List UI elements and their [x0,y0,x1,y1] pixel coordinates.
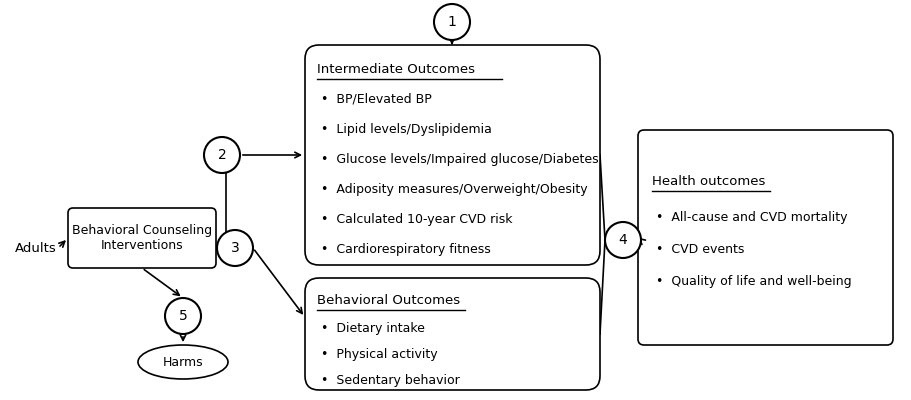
Text: •  Dietary intake: • Dietary intake [321,322,425,335]
Text: •  Calculated 10-year CVD risk: • Calculated 10-year CVD risk [321,213,513,226]
Circle shape [204,137,240,173]
Text: •  Lipid levels/Dyslipidemia: • Lipid levels/Dyslipidemia [321,123,492,136]
FancyBboxPatch shape [638,130,893,345]
Text: •  Physical activity: • Physical activity [321,348,437,361]
Text: •  Glucose levels/Impaired glucose/Diabetes: • Glucose levels/Impaired glucose/Diabet… [321,153,599,166]
Text: Intermediate Outcomes: Intermediate Outcomes [317,63,475,76]
Text: •  BP/Elevated BP: • BP/Elevated BP [321,93,432,106]
Text: Harms: Harms [163,356,203,368]
Circle shape [217,230,253,266]
Circle shape [605,222,641,258]
Text: •  Cardiorespiratory fitness: • Cardiorespiratory fitness [321,243,491,256]
Text: 1: 1 [447,15,456,29]
Text: 2: 2 [218,148,226,162]
Text: •  All-cause and CVD mortality: • All-cause and CVD mortality [656,211,847,224]
Text: •  CVD events: • CVD events [656,243,744,256]
Text: •  Quality of life and well-being: • Quality of life and well-being [656,275,852,288]
Text: •  Sedentary behavior: • Sedentary behavior [321,374,460,387]
Text: 5: 5 [179,309,188,323]
Ellipse shape [138,345,228,379]
FancyBboxPatch shape [68,208,216,268]
Text: Health outcomes: Health outcomes [652,175,765,188]
Text: Behavioral Outcomes: Behavioral Outcomes [317,294,460,307]
Text: Behavioral Counseling
Interventions: Behavioral Counseling Interventions [72,224,212,252]
Text: 3: 3 [230,241,240,255]
FancyBboxPatch shape [305,278,600,390]
Text: •  Adiposity measures/Overweight/Obesity: • Adiposity measures/Overweight/Obesity [321,183,588,196]
Text: Adults: Adults [15,242,56,254]
Text: 4: 4 [619,233,628,247]
Circle shape [165,298,201,334]
FancyBboxPatch shape [305,45,600,265]
Circle shape [434,4,470,40]
